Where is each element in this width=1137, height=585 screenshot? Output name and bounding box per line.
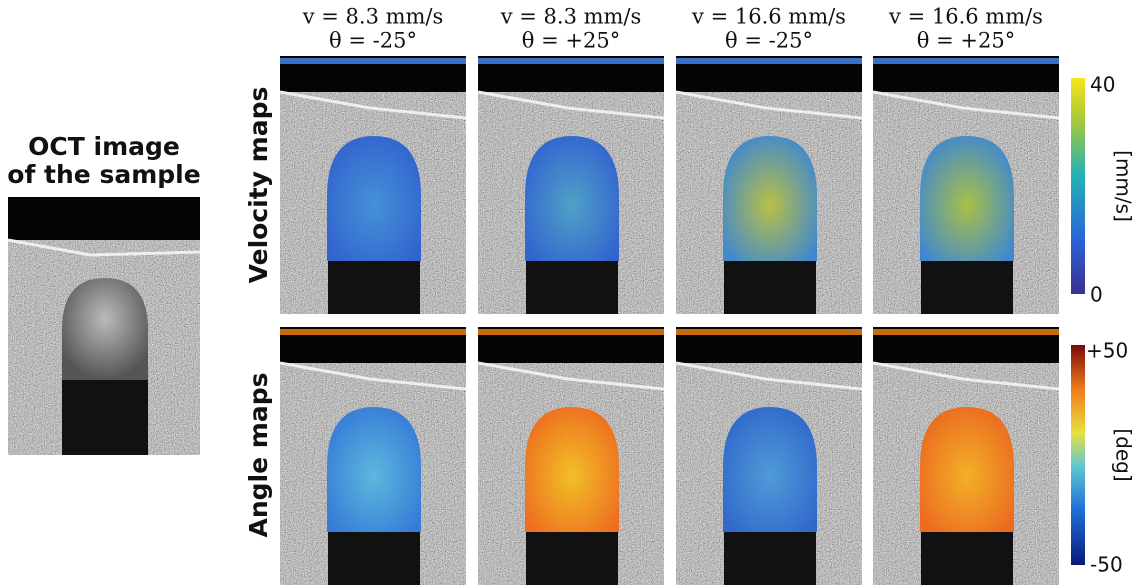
colorbar-min: -50 — [1090, 553, 1123, 577]
top-band — [873, 58, 1059, 64]
shadow — [921, 532, 1013, 585]
blob — [525, 136, 619, 261]
colorbar-max: +50 — [1086, 339, 1128, 363]
blob — [723, 407, 817, 532]
row-label: Velocity maps — [244, 87, 273, 284]
map-panel — [873, 56, 1059, 314]
blob — [920, 136, 1014, 261]
top-band — [280, 58, 466, 64]
blob — [327, 407, 421, 532]
colorbar-unit: [mm/s] — [1112, 150, 1136, 222]
page: {"oct": {"title_lines": ["OCT image", "o… — [0, 0, 1137, 585]
shadow — [328, 532, 420, 585]
column-angle: θ = +25° — [917, 29, 1015, 53]
panels: v = 8.3 mm/sθ = -25°v = 8.3 mm/sθ = +25°… — [280, 5, 1059, 585]
colorbar — [1071, 78, 1085, 294]
shadow — [526, 261, 618, 314]
top-band — [478, 58, 664, 64]
shadow — [724, 532, 816, 585]
column-angle: θ = -25° — [725, 29, 813, 53]
map-panel — [280, 327, 466, 585]
shadow — [526, 532, 618, 585]
shadow — [724, 261, 816, 314]
oct-image — [8, 197, 200, 455]
map-panel — [676, 56, 862, 314]
top-band — [676, 58, 862, 64]
top-band — [873, 329, 1059, 335]
shadow — [921, 261, 1013, 314]
blob — [525, 407, 619, 532]
column-speed: v = 8.3 mm/s — [302, 5, 444, 29]
shadow — [328, 261, 420, 314]
body: OCT image of the sample Velocity maps An… — [0, 0, 1137, 585]
map-panel — [478, 327, 664, 585]
map-panel — [676, 327, 862, 585]
blob — [327, 136, 421, 261]
row-label: Angle maps — [244, 373, 273, 538]
blob — [920, 407, 1014, 532]
top-band — [280, 329, 466, 335]
column-speed: v = 16.6 mm/s — [888, 5, 1043, 29]
figure: OCT image of the sample Velocity maps An… — [0, 0, 1137, 585]
colorbar — [1071, 345, 1085, 565]
top-band — [478, 329, 664, 335]
top-band — [676, 329, 862, 335]
oct-title: OCT image — [28, 132, 180, 161]
oct-title: of the sample — [7, 160, 200, 189]
column-speed: v = 8.3 mm/s — [500, 5, 642, 29]
column-angle: θ = +25° — [522, 29, 620, 53]
colorbar-max: 40 — [1090, 73, 1115, 97]
column-speed: v = 16.6 mm/s — [691, 5, 846, 29]
blob — [723, 136, 817, 261]
colorbar-unit: [deg] — [1112, 428, 1136, 481]
colorbar-min: 0 — [1090, 283, 1103, 307]
column-angle: θ = -25° — [329, 29, 417, 53]
map-panel — [280, 56, 466, 314]
map-panel — [478, 56, 664, 314]
map-panel — [873, 327, 1059, 585]
